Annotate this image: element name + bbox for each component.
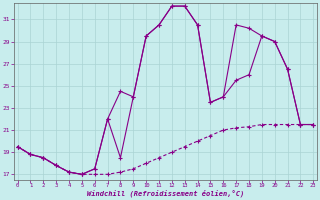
X-axis label: Windchill (Refroidissement éolien,°C): Windchill (Refroidissement éolien,°C)	[87, 190, 244, 197]
